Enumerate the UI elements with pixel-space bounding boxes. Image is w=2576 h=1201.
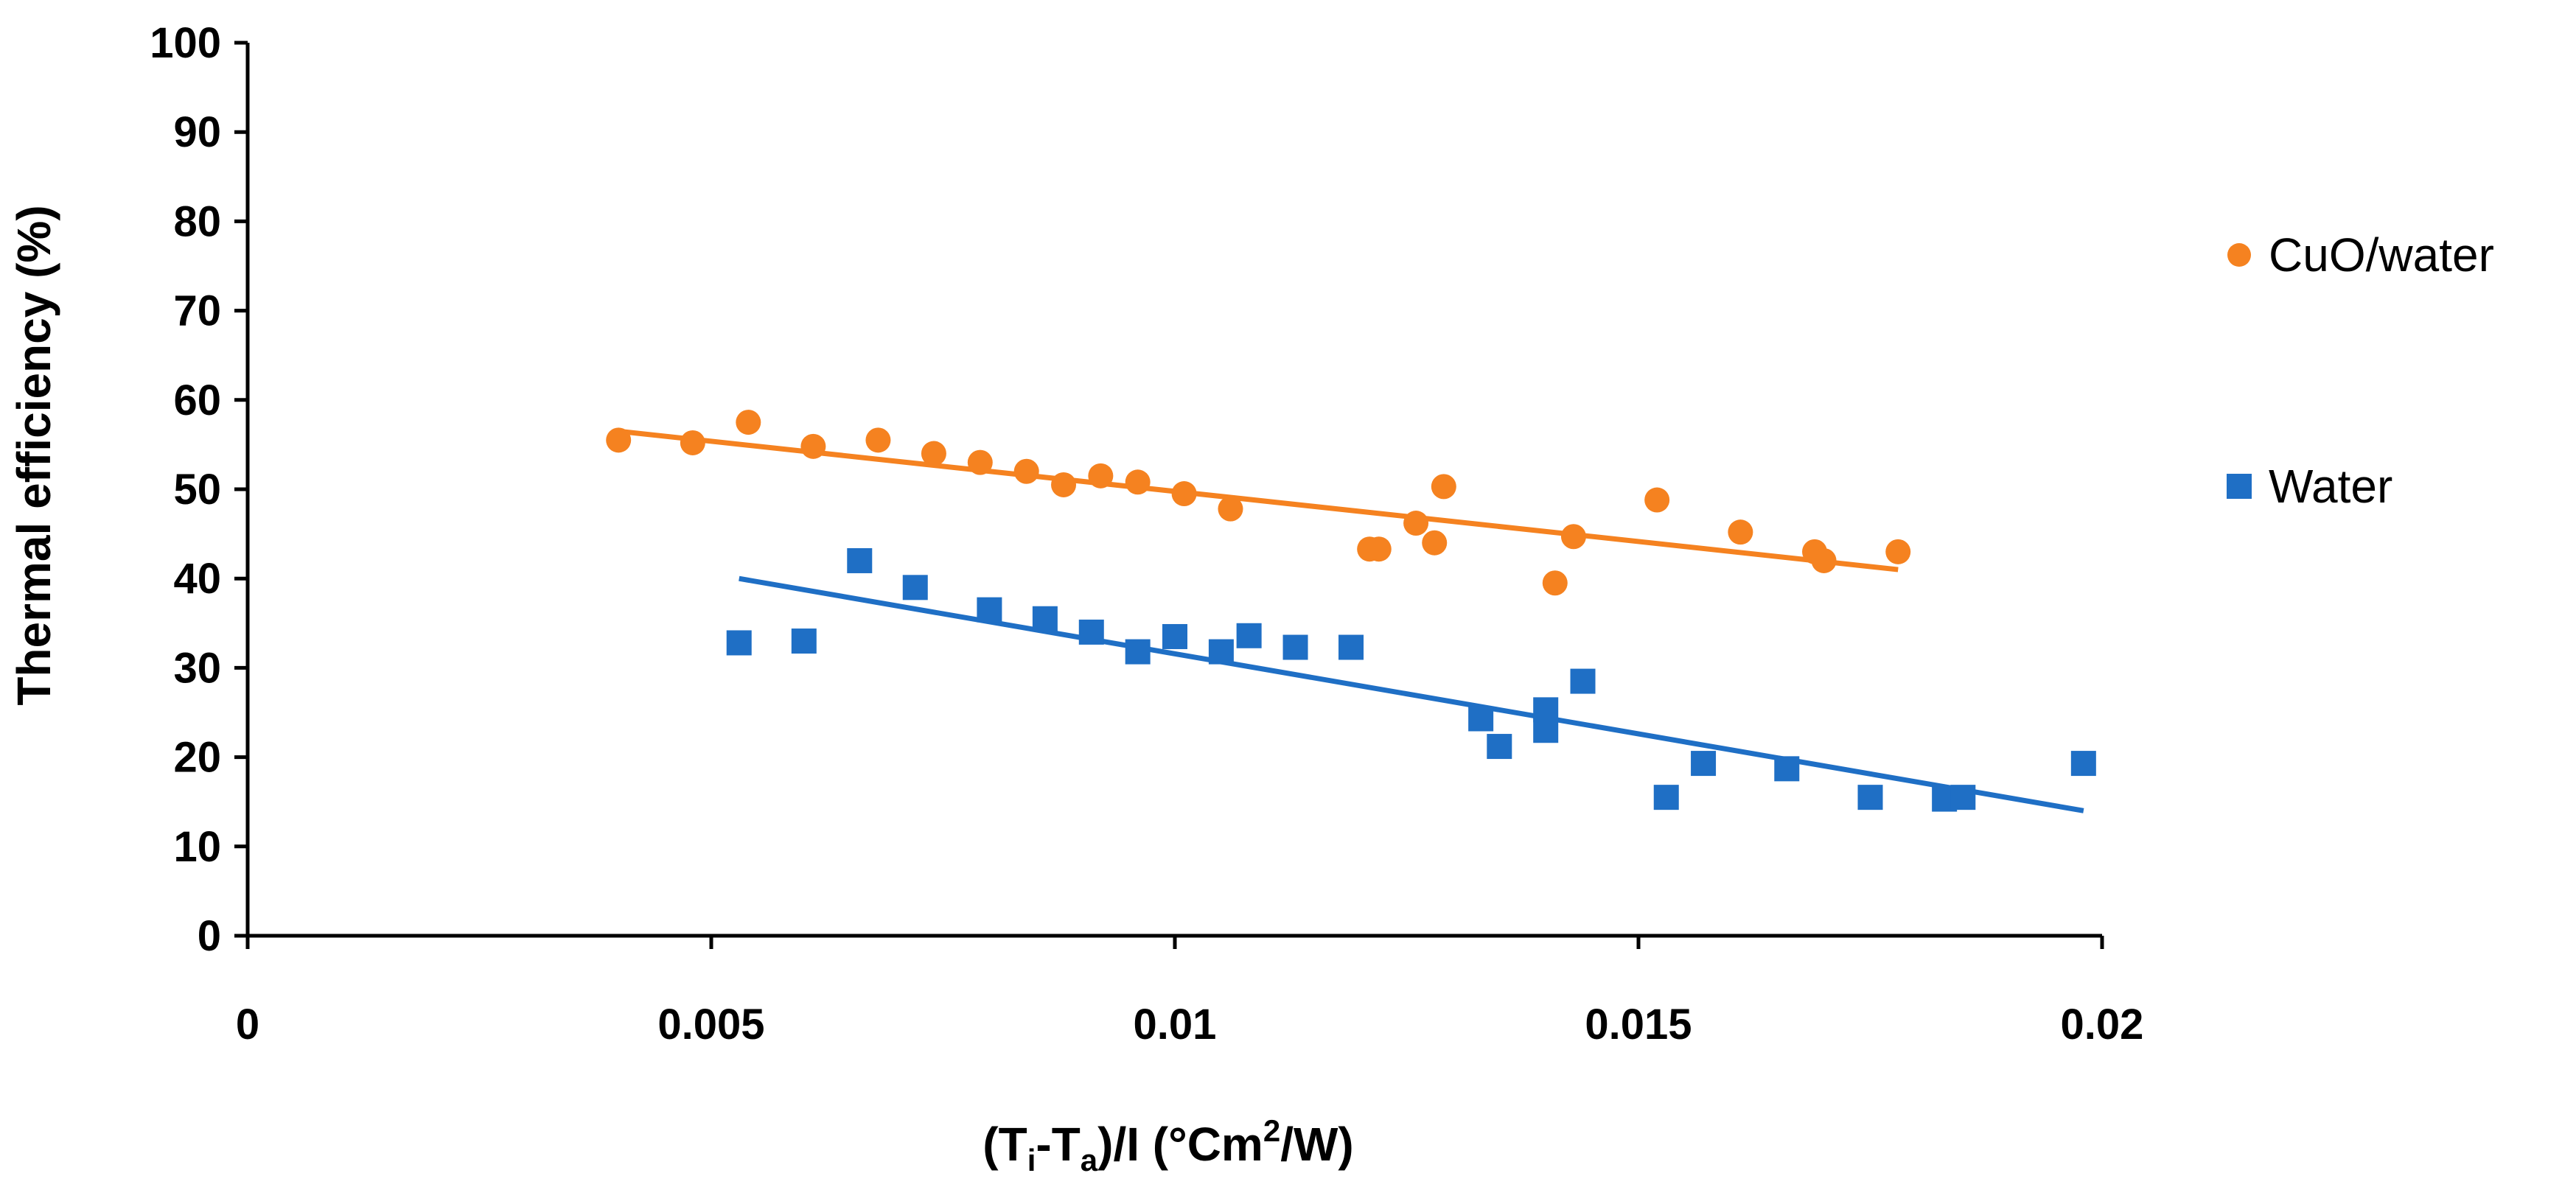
legend-marker (2227, 474, 2252, 499)
data-point (680, 430, 705, 455)
legend-label: CuO/water (2269, 228, 2494, 281)
y-tick-label: 20 (173, 734, 221, 782)
data-point (800, 433, 826, 459)
x-tick-label: 0 (236, 1001, 259, 1048)
data-point (865, 427, 891, 453)
data-point (1403, 511, 1429, 536)
x-axis-title: (Ti-Ta)/I (°Cm2/W) (982, 1113, 1353, 1177)
data-point (921, 441, 946, 466)
x-axis-title-part: -T (1036, 1118, 1080, 1171)
x-axis-title-part: (T (982, 1118, 1027, 1171)
data-point (1125, 639, 1151, 665)
data-point (1338, 634, 1364, 660)
data-point (1533, 718, 1559, 743)
legend: CuO/water Water (2227, 228, 2494, 513)
data-point (1125, 469, 1151, 495)
data-point (1088, 463, 1114, 489)
data-point (847, 547, 873, 573)
data-point (967, 449, 993, 475)
data-point (1171, 481, 1197, 507)
x-axis-ticks: 0 0.005 0.01 0.015 0.02 (236, 936, 2144, 1048)
data-point (1078, 619, 1104, 645)
x-tick-label: 0.005 (657, 1001, 764, 1048)
data-point (1162, 623, 1187, 649)
x-axis-title-part: )/I (°Cm (1097, 1118, 1263, 1171)
data-point (726, 630, 752, 656)
y-tick-label: 50 (173, 466, 221, 514)
y-axis-ticks: 0 10 20 30 40 50 60 70 80 90 100 (150, 19, 248, 960)
x-tick-label: 0.01 (1134, 1001, 1217, 1048)
legend-marker (2227, 243, 2251, 267)
data-point (1032, 606, 1058, 631)
data-point (606, 427, 632, 453)
x-tick-label: 0.02 (2061, 1001, 2144, 1048)
y-tick-label: 80 (173, 197, 221, 245)
data-point (977, 597, 1002, 623)
data-point (1282, 634, 1308, 660)
data-point (1560, 524, 1586, 550)
series-water (726, 547, 2096, 813)
data-point (1811, 547, 1837, 573)
data-point (1431, 474, 1456, 500)
data-point (1468, 706, 1494, 732)
data-point (1570, 668, 1596, 694)
data-point (1885, 539, 1911, 564)
series-cuo-water (606, 410, 1911, 596)
x-axis-title-part: /W) (1280, 1118, 1354, 1171)
data-point (1051, 472, 1077, 497)
legend-item: CuO/water (2227, 228, 2494, 281)
y-tick-label: 10 (173, 823, 221, 871)
legend-label: Water (2269, 460, 2392, 513)
trendline (618, 428, 1899, 573)
x-axis-title-part: i (1027, 1143, 1036, 1177)
legend-item: Water (2227, 460, 2392, 513)
data-point (1691, 751, 1717, 777)
data-point (1728, 519, 1753, 545)
trendline (739, 575, 2084, 813)
data-point (1542, 570, 1568, 596)
data-point (1422, 530, 1448, 556)
data-point (791, 628, 817, 654)
y-tick-label: 100 (150, 19, 221, 67)
y-tick-label: 30 (173, 644, 221, 692)
x-tick-label: 0.015 (1585, 1001, 1692, 1048)
y-tick-label: 60 (173, 377, 221, 424)
y-tick-label: 40 (173, 555, 221, 603)
data-point (1366, 536, 1392, 562)
y-tick-label: 0 (198, 912, 221, 960)
data-point (1487, 734, 1512, 760)
data-point (736, 410, 761, 435)
data-point (1236, 623, 1262, 648)
data-point (1644, 487, 1670, 513)
data-point (2070, 751, 2096, 777)
data-point (902, 575, 928, 600)
plot-area (606, 410, 2096, 813)
y-axis-title: Thermal efficiency (%) (7, 205, 60, 705)
y-tick-label: 90 (173, 108, 221, 156)
x-axis-title-part: a (1081, 1143, 1098, 1177)
data-point (1653, 785, 1679, 810)
data-point (1950, 785, 1976, 810)
data-point (1013, 458, 1039, 484)
x-axis-title-part: 2 (1263, 1113, 1280, 1148)
data-point (1208, 639, 1234, 665)
y-tick-label: 70 (173, 287, 221, 335)
data-point (1774, 756, 1800, 782)
data-point (1218, 496, 1243, 522)
data-point (1857, 785, 1883, 810)
